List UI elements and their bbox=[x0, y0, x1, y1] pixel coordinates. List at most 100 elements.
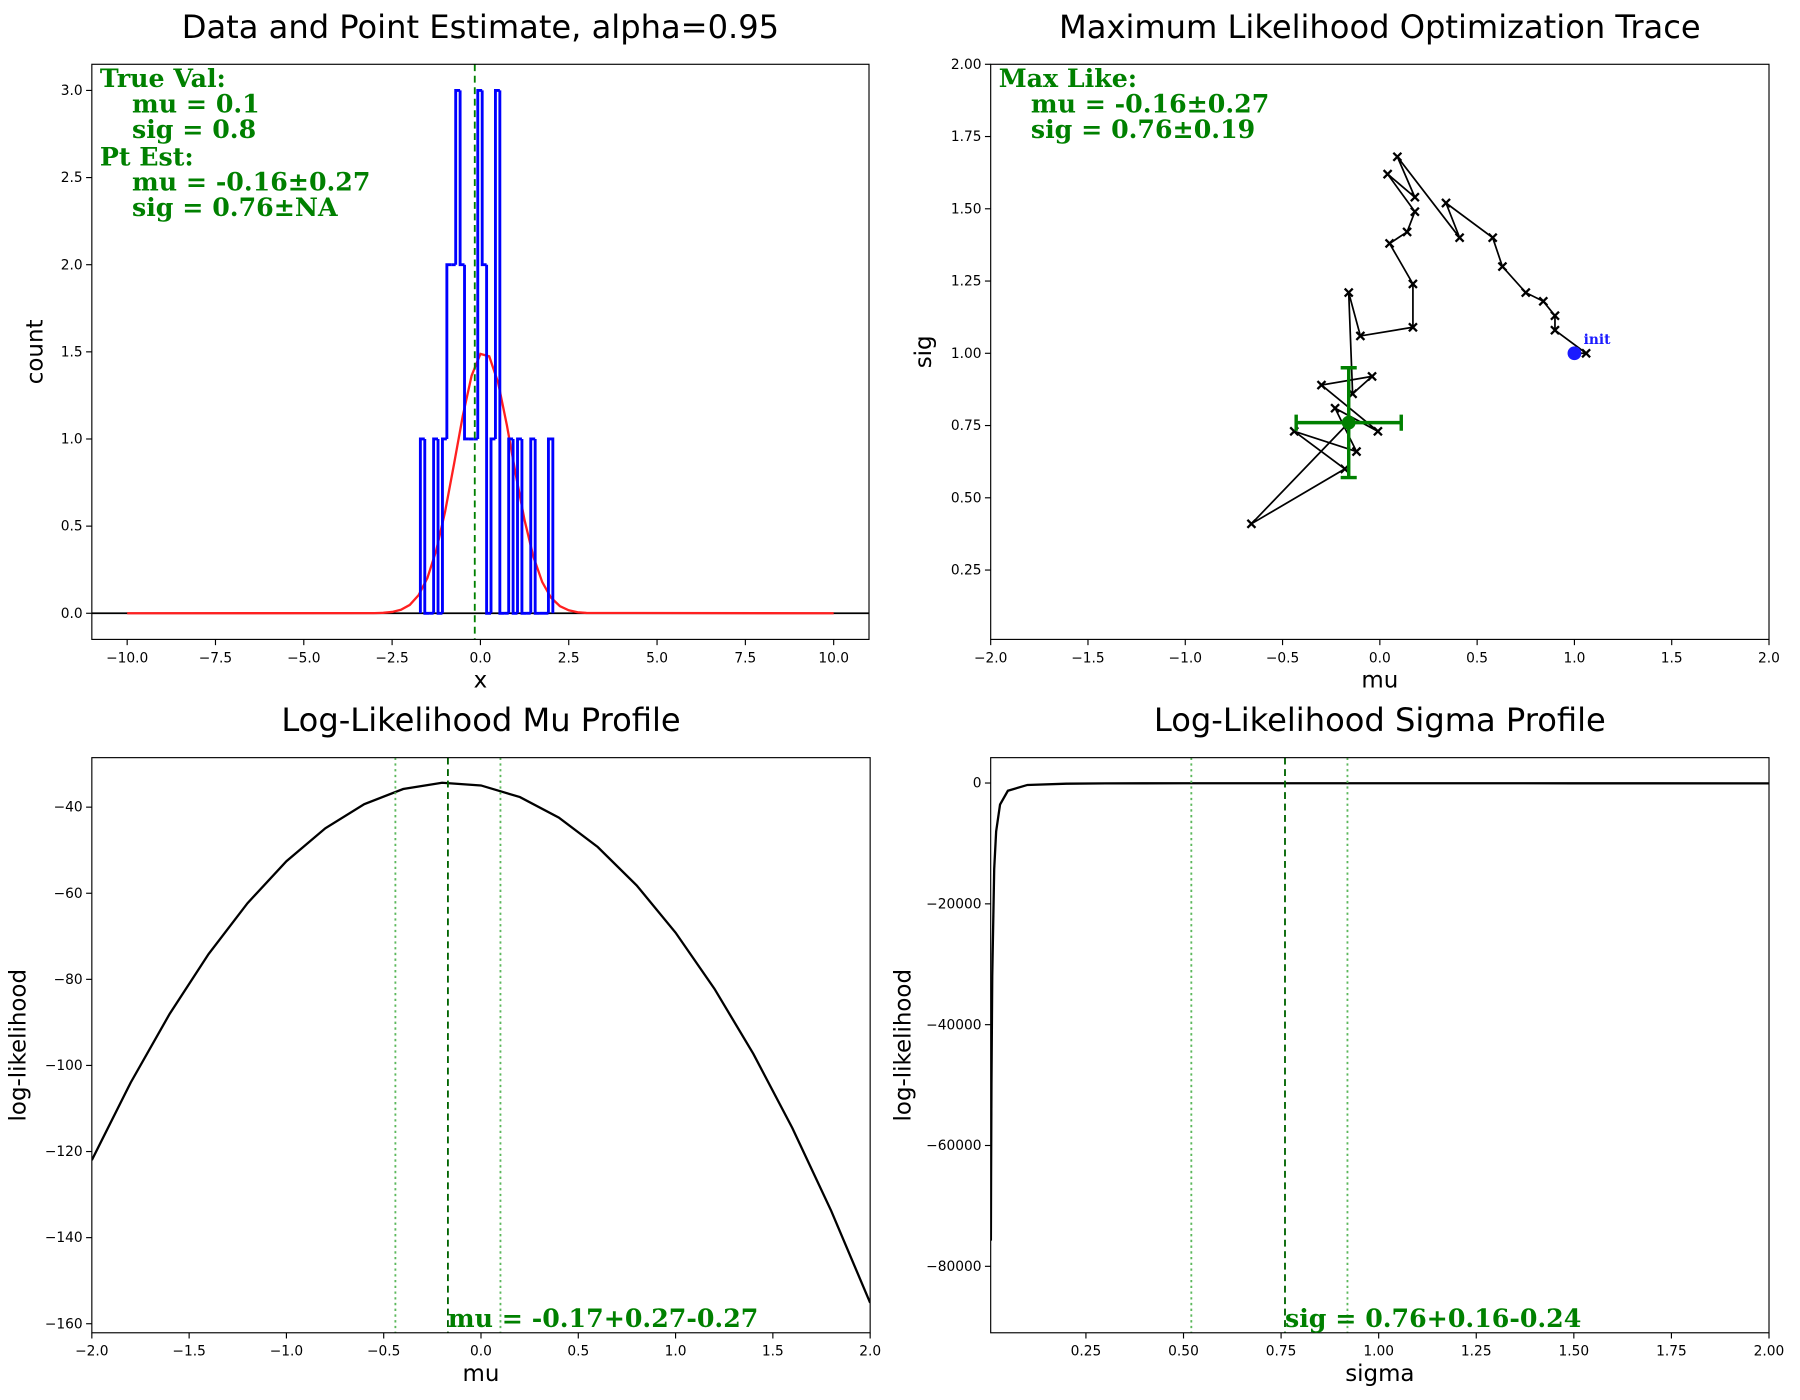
histogram-step bbox=[533, 438, 540, 615]
annotation-line: sig = 0.8 bbox=[132, 114, 256, 144]
axes-frame bbox=[990, 757, 1770, 1334]
x-tick-label: 2.0 bbox=[1758, 650, 1780, 666]
y-tick-label: 2.0 bbox=[61, 257, 83, 273]
annotation-line: mu = 0.1 bbox=[132, 88, 260, 118]
histogram-step bbox=[494, 88, 500, 439]
x-tick-label: −1.0 bbox=[270, 1344, 303, 1360]
y-tick-label: −40 bbox=[54, 800, 83, 816]
x-tick-label: 2.0 bbox=[859, 1344, 881, 1360]
y-axis-label: count bbox=[22, 319, 48, 384]
trace-point bbox=[1373, 426, 1383, 437]
trace-point bbox=[1392, 151, 1403, 162]
x-tick-label: 0.50 bbox=[1168, 1344, 1199, 1360]
trace-point bbox=[1520, 287, 1531, 298]
x-tick-label: 0.5 bbox=[567, 1344, 589, 1360]
x-tick-label: 0.0 bbox=[469, 650, 491, 666]
profile-line bbox=[91, 781, 871, 1304]
x-tick-label: −7.5 bbox=[199, 650, 232, 666]
init-point bbox=[1567, 346, 1582, 361]
x-tick-label: 0.0 bbox=[1369, 650, 1391, 666]
trace-point bbox=[1316, 380, 1327, 390]
x-tick-label: 7.5 bbox=[734, 650, 756, 666]
histogram-step bbox=[445, 263, 452, 439]
y-tick-label: −40000 bbox=[926, 1017, 981, 1033]
trace-point bbox=[1581, 348, 1591, 359]
annotation-line: mu = -0.16±0.27 bbox=[132, 167, 370, 197]
x-tick-label: 1.0 bbox=[665, 1344, 687, 1360]
y-tick-label: 0.5 bbox=[61, 519, 83, 535]
x-tick-label: 1.0 bbox=[1563, 650, 1585, 666]
trace-point bbox=[1441, 198, 1451, 208]
plot-content bbox=[1246, 151, 1591, 529]
trace-point bbox=[1497, 261, 1508, 272]
y-tick-label: 2.00 bbox=[951, 57, 982, 73]
x-tick-label: 1.5 bbox=[762, 1344, 784, 1360]
chart-title: Data and Point Estimate, alpha=0.95 bbox=[182, 8, 779, 46]
histogram-step bbox=[516, 437, 522, 614]
trace-point bbox=[1550, 325, 1560, 336]
plot-area bbox=[91, 757, 871, 1333]
y-tick-label: 0.50 bbox=[951, 490, 982, 506]
interval-annotation: sig = 0.76+0.16-0.24 bbox=[1285, 1303, 1581, 1333]
trace-point bbox=[1330, 403, 1340, 414]
y-axis-label: log-likelihood bbox=[890, 969, 916, 1121]
trace-point bbox=[1410, 206, 1420, 217]
x-axis-label: x bbox=[474, 668, 488, 694]
histogram-step bbox=[463, 264, 469, 441]
x-tick-label: 5.0 bbox=[646, 650, 668, 666]
x-tick-label: −1.5 bbox=[1071, 650, 1104, 666]
trace-point bbox=[1538, 296, 1549, 307]
annotation-heading: Max Like: bbox=[999, 63, 1137, 93]
y-tick-label: −20000 bbox=[926, 896, 981, 912]
x-tick-label: −1.0 bbox=[1169, 650, 1202, 666]
trace-point bbox=[1384, 238, 1395, 249]
trace-point bbox=[1343, 287, 1354, 298]
plot-area bbox=[990, 757, 1770, 1333]
x-tick-label: 2.5 bbox=[558, 650, 580, 666]
y-tick-label: 1.75 bbox=[951, 129, 982, 145]
histogram-step bbox=[423, 438, 430, 615]
x-axis-label: mu bbox=[463, 1361, 500, 1387]
trace-point bbox=[1382, 169, 1393, 179]
plot-content bbox=[91, 757, 871, 1333]
histogram-step bbox=[546, 437, 555, 614]
histogram-step bbox=[432, 437, 439, 614]
x-tick-label: 2.00 bbox=[1754, 1344, 1785, 1360]
chart-title: Log-Likelihood Sigma Profile bbox=[1154, 701, 1606, 739]
x-tick-label: 1.75 bbox=[1656, 1344, 1687, 1360]
trace-point bbox=[1487, 232, 1498, 243]
y-tick-label: −140 bbox=[45, 1230, 83, 1246]
plot-content bbox=[990, 757, 1770, 1333]
y-axis-label: log-likelihood bbox=[5, 969, 31, 1121]
x-tick-label: 1.5 bbox=[1661, 650, 1683, 666]
x-tick-label: −2.0 bbox=[75, 1344, 108, 1360]
x-tick-label: 0.25 bbox=[1071, 1344, 1102, 1360]
y-tick-label: 2.5 bbox=[61, 170, 83, 186]
histogram-step bbox=[507, 437, 514, 614]
trace-point bbox=[1454, 232, 1465, 243]
chart-title: Maximum Likelihood Optimization Trace bbox=[1059, 8, 1701, 46]
histogram-step bbox=[458, 90, 465, 267]
y-tick-label: −80 bbox=[54, 972, 83, 988]
histogram-step bbox=[511, 438, 518, 615]
x-tick-label: 1.25 bbox=[1461, 1344, 1492, 1360]
y-tick-label: 1.0 bbox=[61, 432, 83, 448]
x-tick-label: −0.5 bbox=[367, 1344, 400, 1360]
x-axis-label: mu bbox=[1361, 668, 1398, 694]
histogram-step bbox=[418, 437, 425, 614]
y-tick-label: 0.75 bbox=[951, 418, 982, 434]
x-tick-label: −5.0 bbox=[287, 650, 320, 666]
y-tick-label: 0.0 bbox=[61, 606, 83, 622]
profile-line bbox=[990, 782, 1770, 1241]
y-tick-label: −80000 bbox=[926, 1259, 981, 1275]
y-tick-label: 1.00 bbox=[951, 346, 982, 362]
trace-point bbox=[1408, 279, 1418, 289]
histogram-step bbox=[476, 88, 483, 439]
fit-curve bbox=[127, 352, 834, 615]
x-axis-label: sigma bbox=[1345, 1361, 1414, 1387]
trace-point bbox=[1410, 192, 1420, 203]
x-tick-label: 0.75 bbox=[1266, 1344, 1297, 1360]
annotation-line: sig = 0.76±0.19 bbox=[1031, 114, 1255, 144]
